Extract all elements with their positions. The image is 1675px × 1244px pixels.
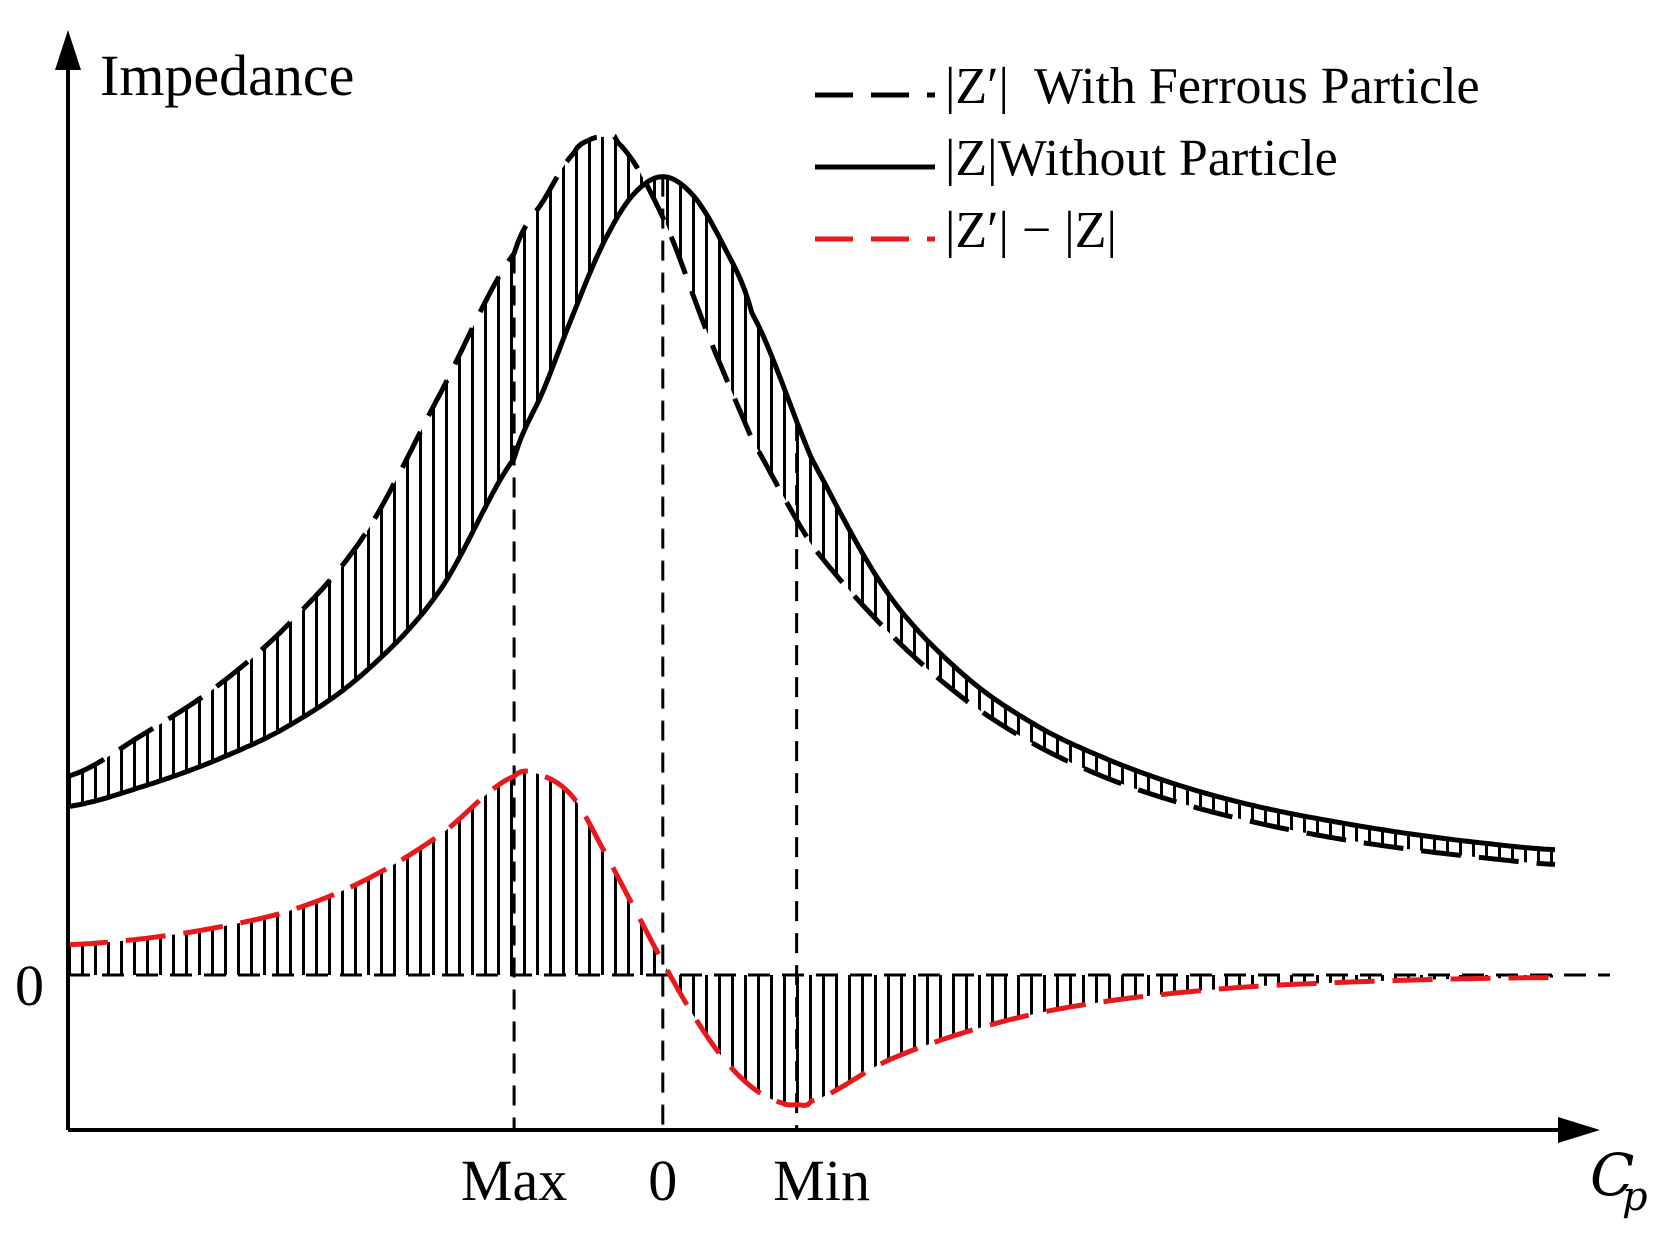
x-axis-label-main: C bbox=[1590, 1141, 1634, 1209]
x-tick-labels: Max 0 Min bbox=[461, 1148, 870, 1213]
y-axis-label: Impedance bbox=[100, 43, 354, 108]
x-tick-label: Max bbox=[461, 1148, 567, 1213]
legend: |Z′| With Ferrous Particle |Z|Without Pa… bbox=[815, 58, 1480, 259]
x-axis-label-sub: p bbox=[1622, 1174, 1648, 1220]
series-difference bbox=[67, 768, 1555, 1109]
legend-label-z: |Z|Without Particle bbox=[945, 130, 1338, 187]
x-tick-label: Min bbox=[773, 1148, 870, 1213]
series-z-without-particle bbox=[67, 174, 1556, 853]
x-tick-label: 0 bbox=[648, 1148, 677, 1213]
legend-label-diff: |Z′| − |Z| bbox=[945, 202, 1117, 259]
legend-label-z-prime: |Z′| With Ferrous Particle bbox=[945, 58, 1480, 115]
series-z-prime-with-ferrous-particle bbox=[67, 132, 1556, 867]
x-axis-arrow bbox=[1558, 1117, 1600, 1143]
y-axis-arrow bbox=[55, 30, 81, 70]
vertical-guide-lines bbox=[512, 176, 799, 1130]
x-axis-label: C p bbox=[1590, 1141, 1648, 1220]
y-zero-label: 0 bbox=[15, 953, 44, 1018]
